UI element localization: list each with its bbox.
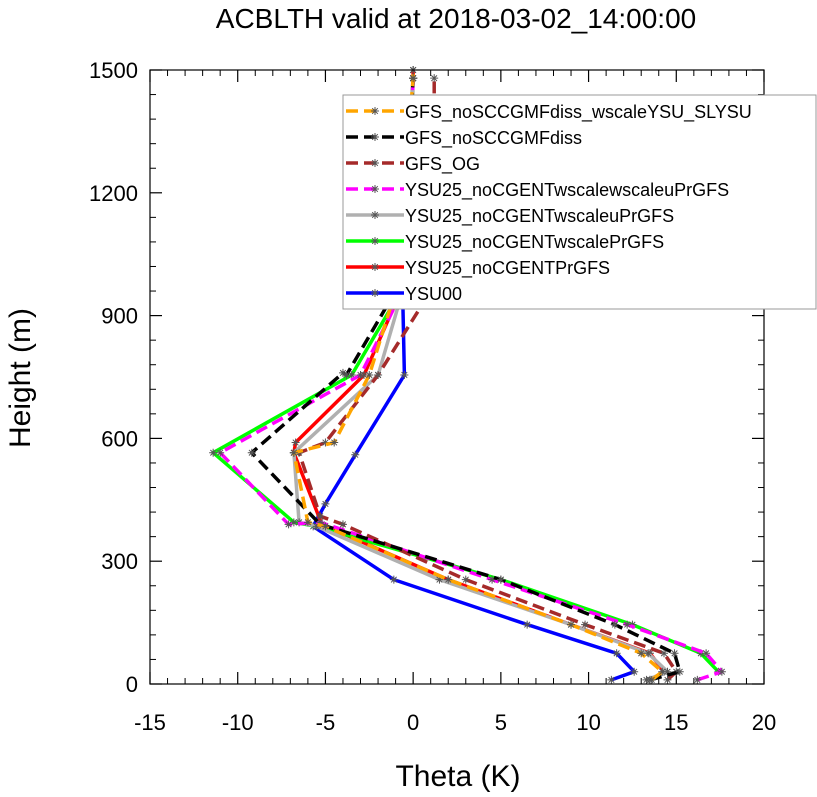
legend-item: YSU25_noCGENTwscaleuPrGFS	[346, 206, 674, 227]
series-marker	[630, 667, 639, 676]
x-axis-label: Theta (K)	[395, 760, 520, 793]
series-marker	[647, 675, 656, 684]
series-marker	[371, 159, 379, 167]
series-marker	[371, 107, 379, 115]
legend-label: YSU25_noCGENTwscaleuPrGFS	[405, 206, 674, 227]
legend-item: GFS_OG	[346, 154, 480, 175]
series-marker	[717, 667, 726, 676]
legend-label: GFS_noSCCGMFdiss	[405, 128, 582, 149]
series-marker	[658, 667, 667, 676]
series-marker	[321, 499, 330, 508]
series-marker	[663, 667, 672, 676]
series-marker	[371, 237, 379, 245]
legend-label: YSU25_noCGENTPrGFS	[405, 258, 610, 279]
x-tick-label: 20	[752, 710, 776, 735]
legend-label: YSU25_noCGENTwscalewscaleuPrGFS	[405, 180, 729, 201]
series-marker	[351, 450, 360, 459]
y-tick-label: 600	[101, 426, 138, 451]
series-marker	[637, 649, 646, 658]
series-marker	[371, 185, 379, 193]
series-marker	[316, 512, 325, 521]
y-tick-label: 0	[126, 672, 138, 697]
series-marker	[312, 522, 321, 531]
series-marker	[321, 522, 330, 531]
series-marker	[289, 518, 298, 527]
series-marker	[444, 575, 453, 584]
series-marker	[523, 620, 532, 629]
series-marker	[284, 520, 293, 529]
series-marker	[338, 520, 347, 529]
series-marker	[610, 620, 619, 629]
chart-title: ACBLTH valid at 2018-03-02_14:00:00	[216, 3, 696, 34]
series-marker	[289, 448, 298, 457]
series-marker	[693, 675, 702, 684]
legend-item: YSU00	[346, 284, 462, 304]
series-marker	[644, 649, 653, 658]
series-marker	[400, 370, 409, 379]
legend: GFS_noSCCGMFdiss_wscaleYSU_SLYSU GFS_noSC…	[342, 94, 817, 310]
series-marker	[435, 575, 444, 584]
plot-frame	[149, 69, 765, 685]
y-tick-label: 300	[101, 549, 138, 574]
series-marker	[488, 575, 497, 584]
legend-item: GFS_noSCCGMFdiss_wscaleYSU_SLYSU	[346, 102, 752, 123]
y-tick-label: 1200	[89, 181, 138, 206]
series-marker	[374, 370, 383, 379]
legend-item: YSU25_noCGENTwscalePrGFS	[346, 232, 664, 253]
series-marker	[623, 620, 632, 629]
series-marker	[409, 74, 418, 83]
y-axis-label: Height (m)	[4, 308, 37, 448]
x-tick-label: 15	[664, 710, 688, 735]
series-marker	[670, 649, 679, 658]
legend-item: YSU25_noCGENTwscalewscaleuPrGFS	[346, 180, 729, 201]
y-tick-label: 1500	[89, 58, 138, 83]
series-marker	[330, 438, 339, 447]
series-marker	[347, 370, 356, 379]
legend-item: GFS_noSCCGMFdiss	[346, 128, 582, 149]
series-marker	[496, 575, 505, 584]
x-tick-label: -5	[316, 710, 336, 735]
series-marker	[321, 438, 330, 447]
series-marker	[663, 675, 672, 684]
x-tick-label: 5	[495, 710, 507, 735]
series-marker	[371, 263, 379, 271]
y-tick-label: 900	[101, 304, 138, 329]
series-marker	[371, 211, 379, 219]
x-tick-label: -10	[222, 710, 254, 735]
series-marker	[612, 649, 621, 658]
legend-label: GFS_noSCCGMFdiss_wscaleYSU_SLYSU	[405, 102, 752, 123]
series-marker	[291, 438, 300, 447]
series-marker	[430, 74, 439, 83]
series-marker	[660, 649, 669, 658]
series-marker	[581, 620, 590, 629]
legend-label: YSU25_noCGENTwscalePrGFS	[405, 232, 664, 253]
x-tick-label: 10	[576, 710, 600, 735]
x-tick-label: 0	[407, 710, 419, 735]
x-tick-label: -15	[134, 710, 166, 735]
series-marker	[365, 370, 374, 379]
series-marker	[303, 518, 312, 527]
ticks: -15 -10 -5 0 5 10 15 20 0 300 600 900 1200 1500	[89, 58, 776, 735]
series-marker	[356, 370, 365, 379]
series-line	[218, 78, 724, 682]
legend-item: YSU25_noCGENTPrGFS	[346, 258, 610, 279]
legend-label: YSU00	[405, 284, 462, 304]
series-marker	[216, 448, 225, 457]
series-marker	[371, 289, 379, 297]
series-marker	[389, 575, 398, 584]
legend-box	[342, 94, 817, 310]
series-marker	[371, 133, 379, 141]
series-marker	[696, 649, 705, 658]
series-marker	[247, 448, 256, 457]
series-marker	[567, 620, 576, 629]
series-marker	[702, 649, 711, 658]
series-marker	[338, 368, 347, 377]
legend-label: GFS_OG	[405, 154, 480, 175]
series-marker	[461, 575, 470, 584]
series-marker	[607, 675, 616, 684]
series-marker	[209, 448, 218, 457]
series-marker	[342, 370, 351, 379]
series-marker	[675, 667, 684, 676]
